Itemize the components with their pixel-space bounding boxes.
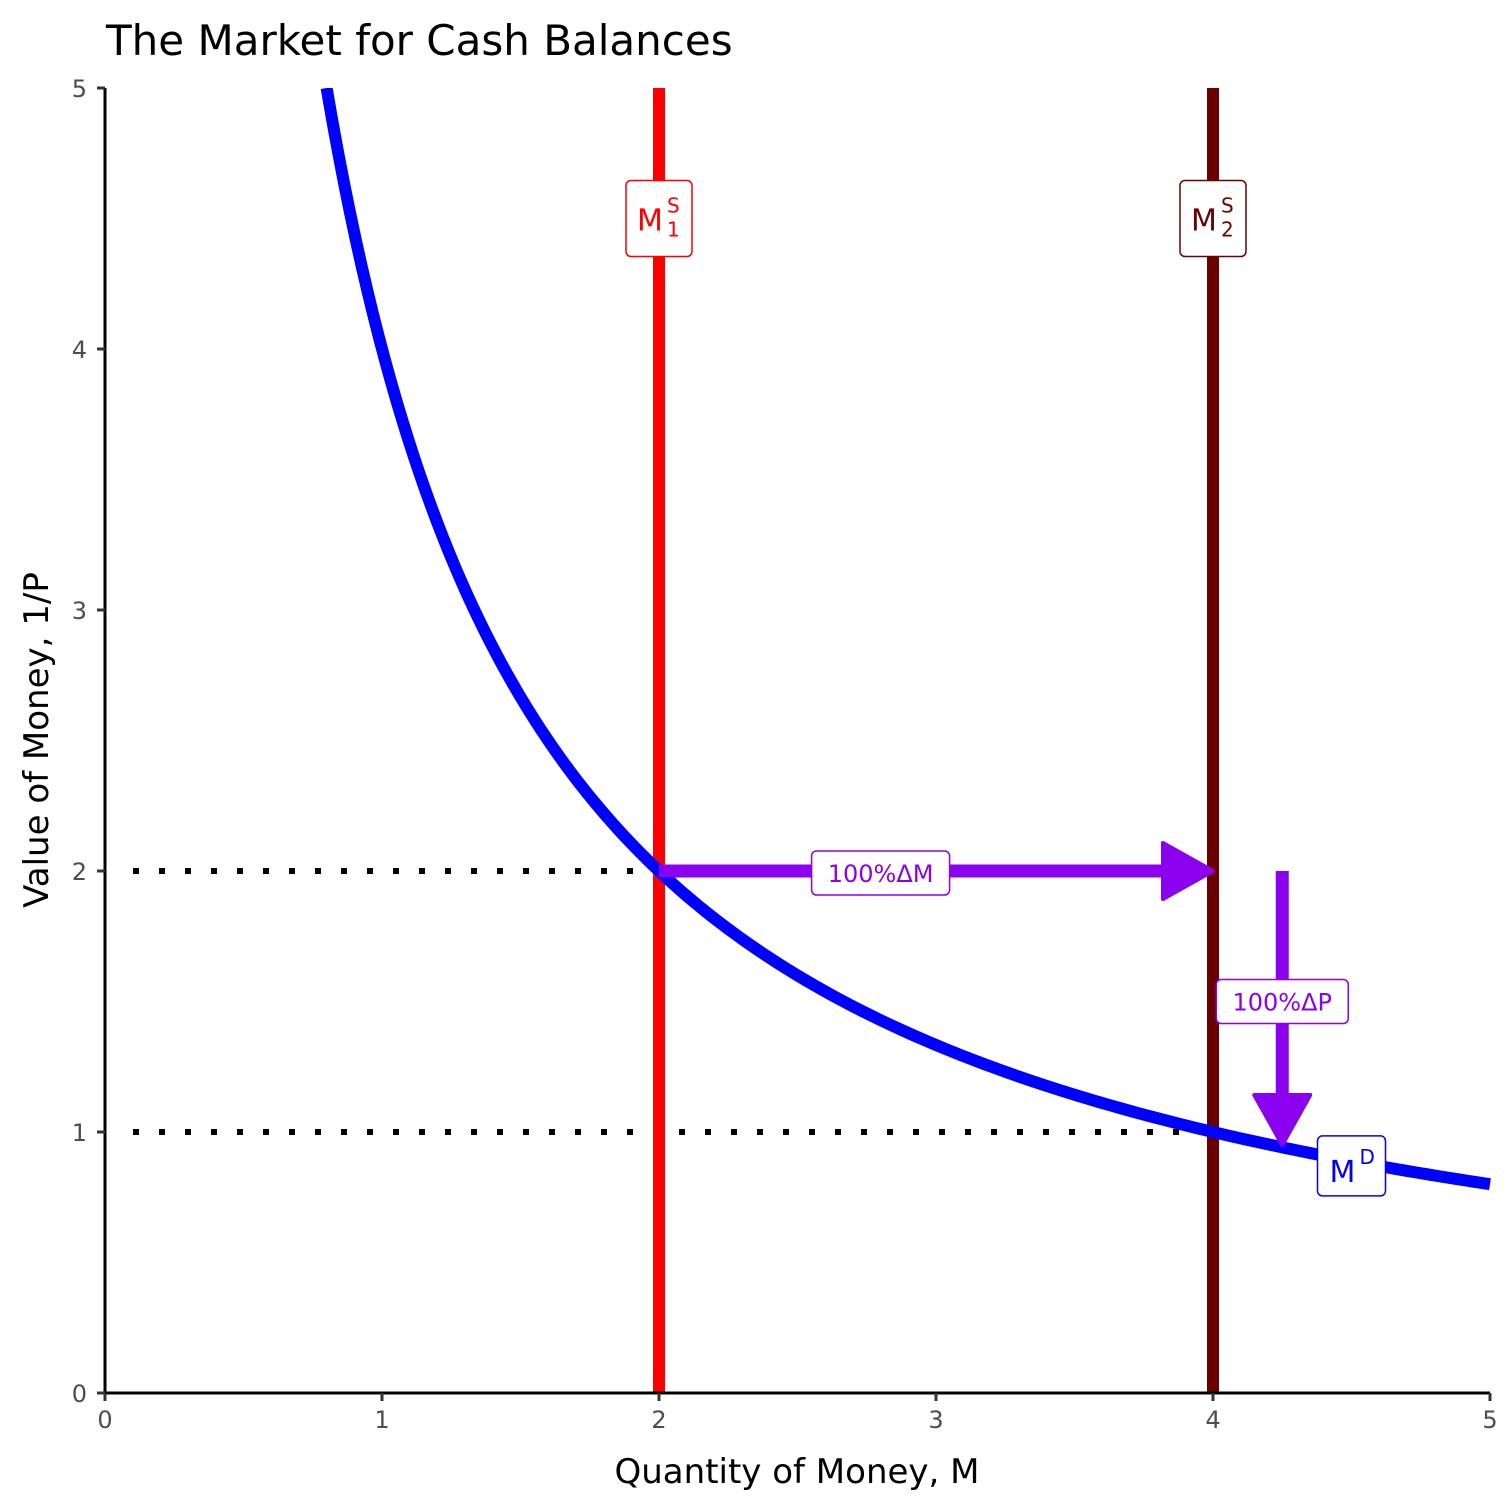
series-label-main-0: M <box>1330 1155 1356 1190</box>
y-tick-label-5: 5 <box>72 75 87 103</box>
arrow-label-1-box <box>1215 978 1349 1025</box>
series-label-2-box <box>1179 179 1247 258</box>
arrow-label-text-1: 100%ΔP <box>1232 989 1332 1017</box>
series-label-0-box <box>1316 1135 1387 1197</box>
y-axis-title: Value of Money, 1/P <box>17 572 57 908</box>
series-label-sup-1: S <box>667 194 680 218</box>
x-tick-label-0: 0 <box>97 1406 112 1434</box>
x-tick-label-5: 5 <box>1482 1406 1497 1434</box>
y-tick-label-4: 4 <box>72 336 87 364</box>
series-label-main-2: M <box>1191 204 1217 239</box>
x-axis-title: Quantity of Money, M <box>615 1452 980 1492</box>
x-tick-label-3: 3 <box>928 1406 943 1434</box>
y-tick-label-0: 0 <box>72 1380 87 1408</box>
y-tick-label-3: 3 <box>72 597 87 625</box>
y-tick-label-1: 1 <box>72 1119 87 1147</box>
chart-title: The Market for Cash Balances <box>105 16 733 65</box>
arrow-head-1 <box>1252 1093 1313 1148</box>
y-tick-label-2: 2 <box>72 858 87 886</box>
arrow-label-0-box <box>810 850 951 896</box>
x-tick-label-1: 1 <box>374 1406 389 1434</box>
series-label-1-box <box>625 179 693 258</box>
arrow-label-text-0: 100%ΔM <box>828 860 934 888</box>
series-label-sub-1: 1 <box>667 218 680 242</box>
x-tick-label-2: 2 <box>651 1406 666 1434</box>
arrow-head-0 <box>1161 841 1215 901</box>
series-label-sup-2: S <box>1221 194 1234 218</box>
series-label-main-1: M <box>637 204 663 239</box>
series-label-sup-0: D <box>1360 1145 1375 1169</box>
demand-curve <box>320 88 1491 1191</box>
x-tick-label-4: 4 <box>1205 1406 1220 1434</box>
series-label-sub-2: 2 <box>1221 218 1234 242</box>
